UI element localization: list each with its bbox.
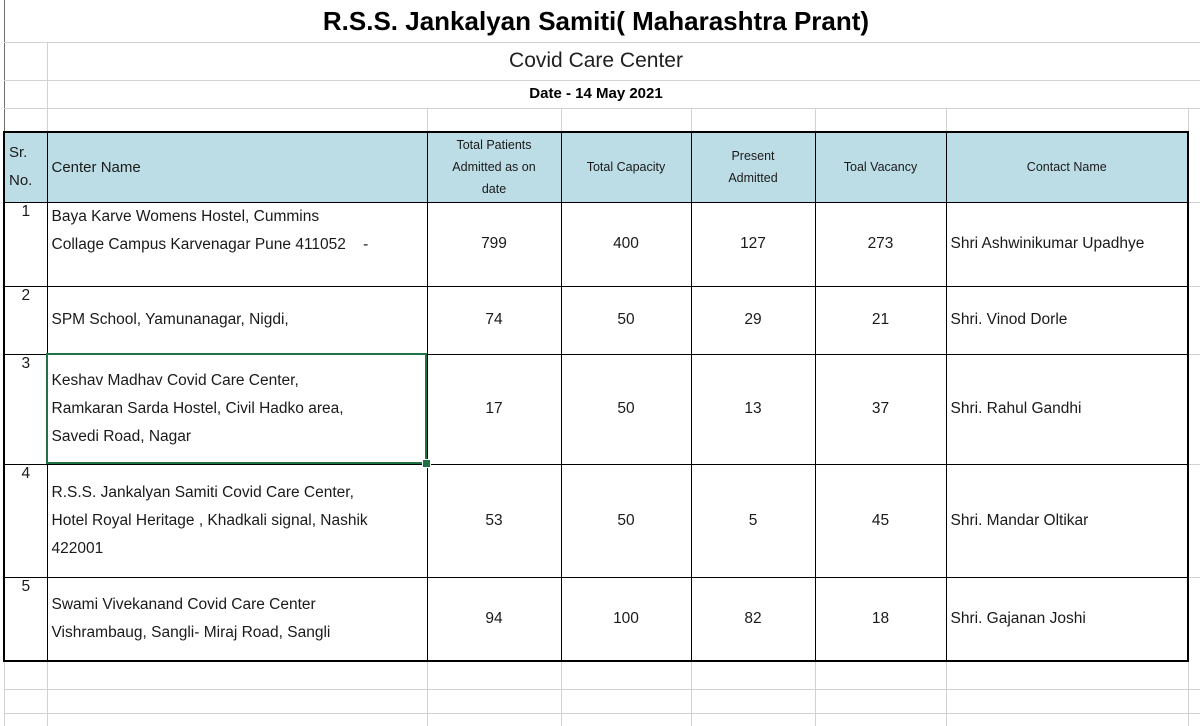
- cell-toal-vacancy[interactable]: 273: [814, 201, 947, 287]
- cell-total-capacity[interactable]: 400: [560, 201, 692, 287]
- sheet-date-line: Date - 14 May 2021: [529, 85, 663, 102]
- cell-center-name[interactable]: SPM School, Yamunanagar, Nigdi,: [46, 285, 428, 355]
- cell-total-patients[interactable]: 94: [426, 576, 562, 662]
- cell-center-name[interactable]: R.S.S. Jankalyan Samiti Covid Care Cente…: [46, 463, 428, 578]
- col-header-present-admitted[interactable]: Present Admitted: [690, 131, 816, 203]
- cell-total-patients[interactable]: 74: [426, 285, 562, 355]
- cell-sr-no[interactable]: 5: [3, 576, 48, 662]
- cell-present-admitted[interactable]: 13: [690, 353, 816, 465]
- col-header-total-patients[interactable]: Total Patients Admitted as on date: [426, 131, 562, 203]
- cell-total-patients[interactable]: 799: [426, 201, 562, 287]
- cell-sr-no[interactable]: 2: [3, 285, 48, 355]
- col-header-total-capacity[interactable]: Total Capacity: [560, 131, 692, 203]
- col-header-sr-no[interactable]: Sr. No.: [3, 131, 48, 203]
- cell-total-capacity[interactable]: 50: [560, 285, 692, 355]
- cell-contact-name[interactable]: Shri Ashwinikumar Upadhye: [945, 201, 1189, 287]
- cell-contact-name[interactable]: Shri. Vinod Dorle: [945, 285, 1189, 355]
- col-header-center-name[interactable]: Center Name: [46, 131, 428, 203]
- cell-present-admitted[interactable]: 5: [690, 463, 816, 578]
- cell-present-admitted[interactable]: 29: [690, 285, 816, 355]
- cell-total-patients[interactable]: 17: [426, 353, 562, 465]
- cell-center-name[interactable]: Swami Vivekanand Covid Care Center Vishr…: [46, 576, 428, 662]
- cell-present-admitted[interactable]: 82: [690, 576, 816, 662]
- selected-cell-outline[interactable]: [46, 353, 427, 464]
- cell-toal-vacancy[interactable]: 21: [814, 285, 947, 355]
- cell-present-admitted[interactable]: 127: [690, 201, 816, 287]
- cell-toal-vacancy[interactable]: 18: [814, 576, 947, 662]
- cell-toal-vacancy[interactable]: 45: [814, 463, 947, 578]
- cell-contact-name[interactable]: Shri. Rahul Gandhi: [945, 353, 1189, 465]
- col-header-toal-vacancy[interactable]: Toal Vacancy: [814, 131, 947, 203]
- fill-handle[interactable]: [422, 459, 431, 468]
- table-row: 4 R.S.S. Jankalyan Samiti Covid Care Cen…: [3, 463, 1189, 578]
- cell-total-capacity[interactable]: 100: [560, 576, 692, 662]
- cell-center-name[interactable]: Baya Karve Womens Hostel, Cummins Collag…: [46, 201, 428, 287]
- cell-contact-name[interactable]: Shri. Gajanan Joshi: [945, 576, 1189, 662]
- cell-toal-vacancy[interactable]: 37: [814, 353, 947, 465]
- table-row: 5 Swami Vivekanand Covid Care Center Vis…: [3, 576, 1189, 662]
- table-row: 3 Keshav Madhav Covid Care Center, Ramka…: [3, 353, 1189, 465]
- cell-sr-no[interactable]: 1: [3, 201, 48, 287]
- col-header-contact-name[interactable]: Contact Name: [945, 131, 1189, 203]
- table-row: 1 Baya Karve Womens Hostel, Cummins Coll…: [3, 201, 1189, 287]
- cell-total-patients[interactable]: 53: [426, 463, 562, 578]
- sheet-title: R.S.S. Jankalyan Samiti( Maharashtra Pra…: [322, 6, 870, 36]
- cell-total-capacity[interactable]: 50: [560, 463, 692, 578]
- covid-care-center-table: Sr. No. Center Name Total Patients Admit…: [3, 131, 1189, 662]
- cell-total-capacity[interactable]: 50: [560, 353, 692, 465]
- sheet-subtitle: Covid Care Center: [509, 49, 683, 72]
- cell-sr-no[interactable]: 4: [3, 463, 48, 578]
- table-header-row: Sr. No. Center Name Total Patients Admit…: [3, 131, 1189, 203]
- cell-sr-no[interactable]: 3: [3, 353, 48, 465]
- table-row: 2 SPM School, Yamunanagar, Nigdi, 74 50 …: [3, 285, 1189, 355]
- cell-center-name-selected[interactable]: Keshav Madhav Covid Care Center, Ramkara…: [46, 353, 428, 465]
- cell-contact-name[interactable]: Shri. Mandar Oltikar: [945, 463, 1189, 578]
